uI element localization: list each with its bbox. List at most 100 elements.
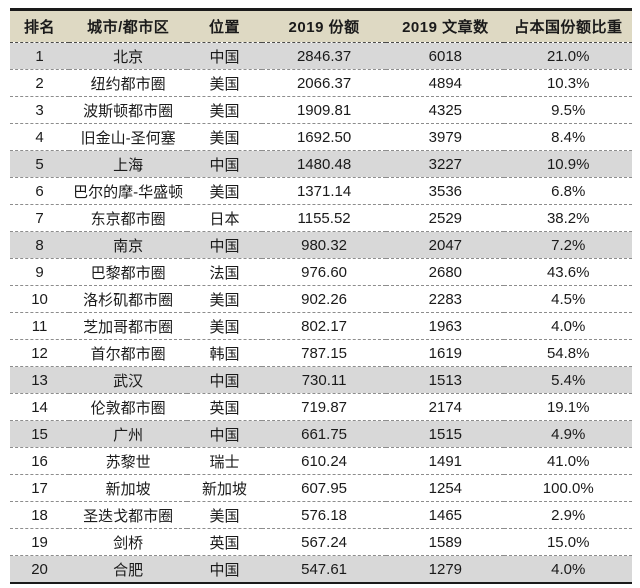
header-cell-share: 2019 份额 [261, 9, 387, 43]
articles-cell: 6018 [386, 42, 505, 70]
rank-cell: 2 [10, 69, 70, 97]
city-cell: 旧金山-圣何塞 [69, 123, 188, 151]
articles-cell: 2174 [386, 393, 505, 421]
rank-cell: 13 [10, 366, 70, 394]
share-cell: 1909.81 [261, 96, 387, 124]
percent-cell: 2.9% [504, 501, 632, 529]
rank-cell: 16 [10, 447, 70, 475]
header-cell-city: 城市/都市区 [69, 9, 188, 43]
header-cell-location: 位置 [187, 9, 262, 43]
percent-cell: 19.1% [504, 393, 632, 421]
rank-cell: 5 [10, 150, 70, 178]
city-cell: 剑桥 [69, 528, 188, 556]
location-cell: 英国 [187, 528, 262, 556]
table-row: 19 剑桥 英国 567.24 1589 15.0% [10, 528, 632, 556]
articles-cell: 1254 [386, 474, 505, 502]
articles-cell: 2047 [386, 231, 505, 259]
location-cell: 美国 [187, 123, 262, 151]
city-cell: 伦敦都市圈 [69, 393, 188, 421]
share-cell: 2066.37 [261, 69, 387, 97]
articles-cell: 4325 [386, 96, 505, 124]
location-cell: 美国 [187, 312, 262, 340]
articles-cell: 2680 [386, 258, 505, 286]
share-cell: 730.11 [261, 366, 387, 394]
rank-cell: 20 [10, 555, 70, 583]
rank-cell: 19 [10, 528, 70, 556]
percent-cell: 7.2% [504, 231, 632, 259]
rank-cell: 7 [10, 204, 70, 232]
location-cell: 新加坡 [187, 474, 262, 502]
percent-cell: 100.0% [504, 474, 632, 502]
city-cell: 波斯顿都市圈 [69, 96, 188, 124]
articles-cell: 3979 [386, 123, 505, 151]
articles-cell: 1513 [386, 366, 505, 394]
rank-cell: 9 [10, 258, 70, 286]
share-cell: 547.61 [261, 555, 387, 583]
table-row: 16 苏黎世 瑞士 610.24 1491 41.0% [10, 447, 632, 475]
table-row: 1 北京 中国 2846.37 6018 21.0% [10, 42, 632, 70]
table-row: 13 武汉 中国 730.11 1513 5.4% [10, 366, 632, 394]
header-cell-rank: 排名 [10, 9, 70, 43]
rank-cell: 8 [10, 231, 70, 259]
rank-cell: 18 [10, 501, 70, 529]
city-cell: 武汉 [69, 366, 188, 394]
city-cell: 圣迭戈都市圈 [69, 501, 188, 529]
city-cell: 广州 [69, 420, 188, 448]
location-cell: 美国 [187, 285, 262, 313]
location-cell: 中国 [187, 231, 262, 259]
percent-cell: 4.0% [504, 312, 632, 340]
city-cell: 南京 [69, 231, 188, 259]
location-cell: 中国 [187, 366, 262, 394]
percent-cell: 10.9% [504, 150, 632, 178]
table-row: 6 巴尔的摩-华盛顿 美国 1371.14 3536 6.8% [10, 177, 632, 205]
table-row: 17 新加坡 新加坡 607.95 1254 100.0% [10, 474, 632, 502]
percent-cell: 4.5% [504, 285, 632, 313]
percent-cell: 8.4% [504, 123, 632, 151]
rank-cell: 11 [10, 312, 70, 340]
percent-cell: 41.0% [504, 447, 632, 475]
rank-cell: 17 [10, 474, 70, 502]
header-row: 排名 城市/都市区 位置 2019 份额 2019 文章数 占本国份额比重 [10, 9, 632, 43]
rank-cell: 10 [10, 285, 70, 313]
city-cell: 合肥 [69, 555, 188, 583]
city-ranking-table: 排名 城市/都市区 位置 2019 份额 2019 文章数 占本国份额比重 1 北京 中国 28… [10, 8, 632, 584]
table-row: 15 广州 中国 661.75 1515 4.9% [10, 420, 632, 448]
articles-cell: 1619 [386, 339, 505, 367]
table-row: 9 巴黎都市圈 法国 976.60 2680 43.6% [10, 258, 632, 286]
table-row: 14 伦敦都市圈 英国 719.87 2174 19.1% [10, 393, 632, 421]
share-cell: 1371.14 [261, 177, 387, 205]
rank-cell: 14 [10, 393, 70, 421]
city-cell: 上海 [69, 150, 188, 178]
share-cell: 1155.52 [261, 204, 387, 232]
table-row: 4 旧金山-圣何塞 美国 1692.50 3979 8.4% [10, 123, 632, 151]
city-cell: 巴黎都市圈 [69, 258, 188, 286]
rank-cell: 12 [10, 339, 70, 367]
location-cell: 中国 [187, 420, 262, 448]
articles-cell: 2283 [386, 285, 505, 313]
location-cell: 美国 [187, 96, 262, 124]
table-row: 7 东京都市圈 日本 1155.52 2529 38.2% [10, 204, 632, 232]
location-cell: 美国 [187, 177, 262, 205]
share-cell: 1692.50 [261, 123, 387, 151]
table-row: 12 首尔都市圈 韩国 787.15 1619 54.8% [10, 339, 632, 367]
articles-cell: 2529 [386, 204, 505, 232]
share-cell: 2846.37 [261, 42, 387, 70]
city-cell: 首尔都市圈 [69, 339, 188, 367]
city-cell: 苏黎世 [69, 447, 188, 475]
rank-cell: 15 [10, 420, 70, 448]
table-row: 5 上海 中国 1480.48 3227 10.9% [10, 150, 632, 178]
table-row: 11 芝加哥都市圈 美国 802.17 1963 4.0% [10, 312, 632, 340]
location-cell: 美国 [187, 501, 262, 529]
articles-cell: 1279 [386, 555, 505, 583]
table-row: 10 洛杉矶都市圈 美国 902.26 2283 4.5% [10, 285, 632, 313]
percent-cell: 38.2% [504, 204, 632, 232]
location-cell: 中国 [187, 150, 262, 178]
location-cell: 法国 [187, 258, 262, 286]
location-cell: 中国 [187, 555, 262, 583]
share-cell: 610.24 [261, 447, 387, 475]
city-cell: 新加坡 [69, 474, 188, 502]
share-cell: 607.95 [261, 474, 387, 502]
city-cell: 纽约都市圈 [69, 69, 188, 97]
city-cell: 芝加哥都市圈 [69, 312, 188, 340]
location-cell: 美国 [187, 69, 262, 97]
